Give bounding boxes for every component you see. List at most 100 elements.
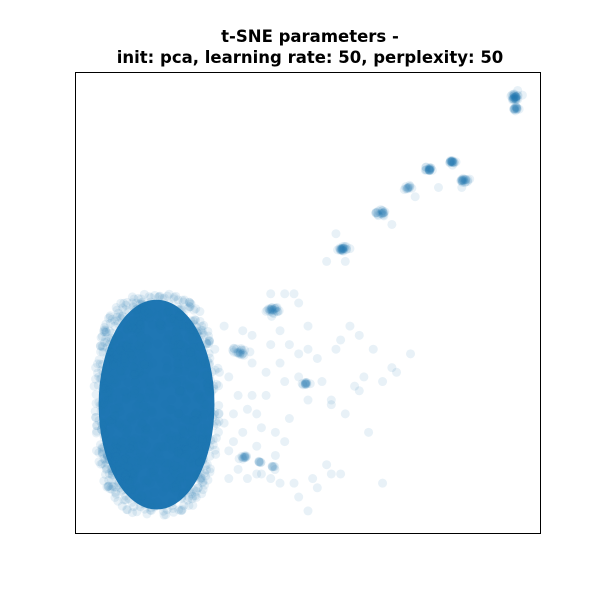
cluster-point	[379, 211, 389, 221]
dense-cluster-point	[122, 324, 132, 334]
dense-cluster-point	[189, 440, 199, 450]
cluster-point	[424, 164, 434, 174]
dense-cluster-point	[153, 339, 163, 349]
cluster-point	[511, 94, 521, 104]
cluster-point	[269, 305, 279, 315]
dense-cluster-point	[160, 400, 170, 410]
dense-cluster-point	[197, 325, 207, 335]
sparse-point	[252, 441, 262, 451]
dense-cluster-point	[214, 408, 224, 418]
cluster-point	[300, 378, 310, 388]
dense-cluster-point	[143, 475, 153, 485]
dense-cluster-point	[205, 451, 215, 461]
dense-cluster-point	[134, 393, 144, 403]
dense-cluster-point	[105, 368, 115, 378]
dense-cluster-point	[166, 395, 176, 405]
dense-cluster-point	[195, 458, 205, 468]
cluster-point	[447, 157, 457, 167]
dense-cluster-point	[120, 358, 130, 368]
cluster-point	[267, 306, 277, 316]
dense-cluster-point	[111, 435, 121, 445]
sparse-point	[233, 390, 243, 400]
dense-cluster-point	[199, 453, 209, 463]
dense-cluster-point	[161, 374, 171, 384]
cluster-point	[465, 174, 475, 184]
cluster-point	[337, 244, 347, 254]
cluster-point	[232, 344, 242, 354]
dense-cluster-point	[150, 389, 160, 399]
dense-cluster-point	[135, 502, 145, 512]
dense-cluster-point	[130, 369, 140, 379]
dense-cluster-point	[201, 361, 211, 371]
dense-cluster-point	[139, 371, 149, 381]
cluster-point	[336, 245, 346, 255]
dense-cluster-point	[126, 325, 136, 334]
dense-cluster-point	[158, 376, 168, 386]
cluster-point	[305, 379, 315, 389]
cluster-point	[298, 380, 308, 390]
dense-cluster-point	[105, 385, 115, 395]
dense-cluster-point	[197, 478, 207, 488]
dense-cluster-point	[117, 438, 127, 448]
cluster-point	[421, 162, 431, 172]
dense-cluster-point	[191, 492, 201, 502]
cluster-point	[265, 304, 275, 314]
cluster-point	[403, 183, 413, 193]
dense-cluster-point	[143, 360, 153, 370]
dense-cluster-point	[129, 302, 139, 312]
dense-cluster-point	[96, 333, 106, 343]
dense-cluster-point	[185, 320, 195, 330]
dense-cluster-point	[203, 475, 213, 485]
cluster-point	[372, 208, 382, 218]
dense-cluster-point	[148, 358, 158, 368]
dense-cluster-point	[130, 377, 140, 387]
cluster-point	[229, 343, 239, 353]
dense-cluster-point	[116, 298, 126, 308]
dense-cluster-point	[189, 411, 199, 421]
dense-cluster-point	[98, 386, 108, 396]
dense-cluster-point	[147, 307, 157, 317]
dense-cluster-point	[202, 459, 212, 469]
dense-cluster-point	[95, 359, 105, 369]
dense-cluster-point	[99, 384, 109, 394]
cluster-point	[424, 163, 434, 173]
cluster-point	[447, 156, 457, 166]
cluster-point	[267, 311, 277, 321]
cluster-point	[254, 457, 264, 467]
dense-cluster-point	[158, 442, 168, 452]
dense-cluster-point	[97, 459, 107, 469]
dense-cluster-point	[124, 337, 134, 347]
dense-cluster-point	[171, 419, 181, 429]
dense-cluster-point	[108, 358, 118, 368]
cluster-point	[270, 303, 280, 313]
sparse-point	[289, 289, 299, 299]
dense-cluster-point	[97, 425, 107, 435]
cluster-point	[301, 379, 311, 389]
cluster-point	[404, 182, 414, 192]
dense-cluster-point	[157, 320, 167, 330]
dense-cluster-point	[135, 424, 145, 434]
dense-cluster-point	[125, 349, 135, 359]
dense-cluster-point	[131, 384, 141, 394]
dense-cluster-point	[202, 339, 212, 349]
cluster-point	[512, 91, 522, 101]
dense-cluster-point	[201, 358, 211, 368]
dense-cluster-point	[182, 322, 192, 332]
dense-cluster-point	[94, 448, 104, 458]
cluster-point	[302, 378, 312, 388]
dense-cluster-point	[173, 332, 183, 342]
dense-cluster-point	[196, 473, 206, 483]
cluster-point	[425, 163, 435, 173]
dense-cluster-point	[104, 346, 114, 356]
dense-cluster-point	[164, 289, 174, 299]
sparse-point	[275, 478, 285, 488]
dense-cluster-point	[162, 505, 172, 515]
cluster-point	[511, 102, 521, 112]
dense-cluster-point	[113, 308, 123, 318]
sparse-point	[275, 358, 285, 368]
sparse-point	[247, 330, 257, 340]
dense-cluster-point	[195, 341, 205, 351]
dense-cluster-point	[124, 449, 134, 459]
sparse-point	[317, 377, 327, 387]
